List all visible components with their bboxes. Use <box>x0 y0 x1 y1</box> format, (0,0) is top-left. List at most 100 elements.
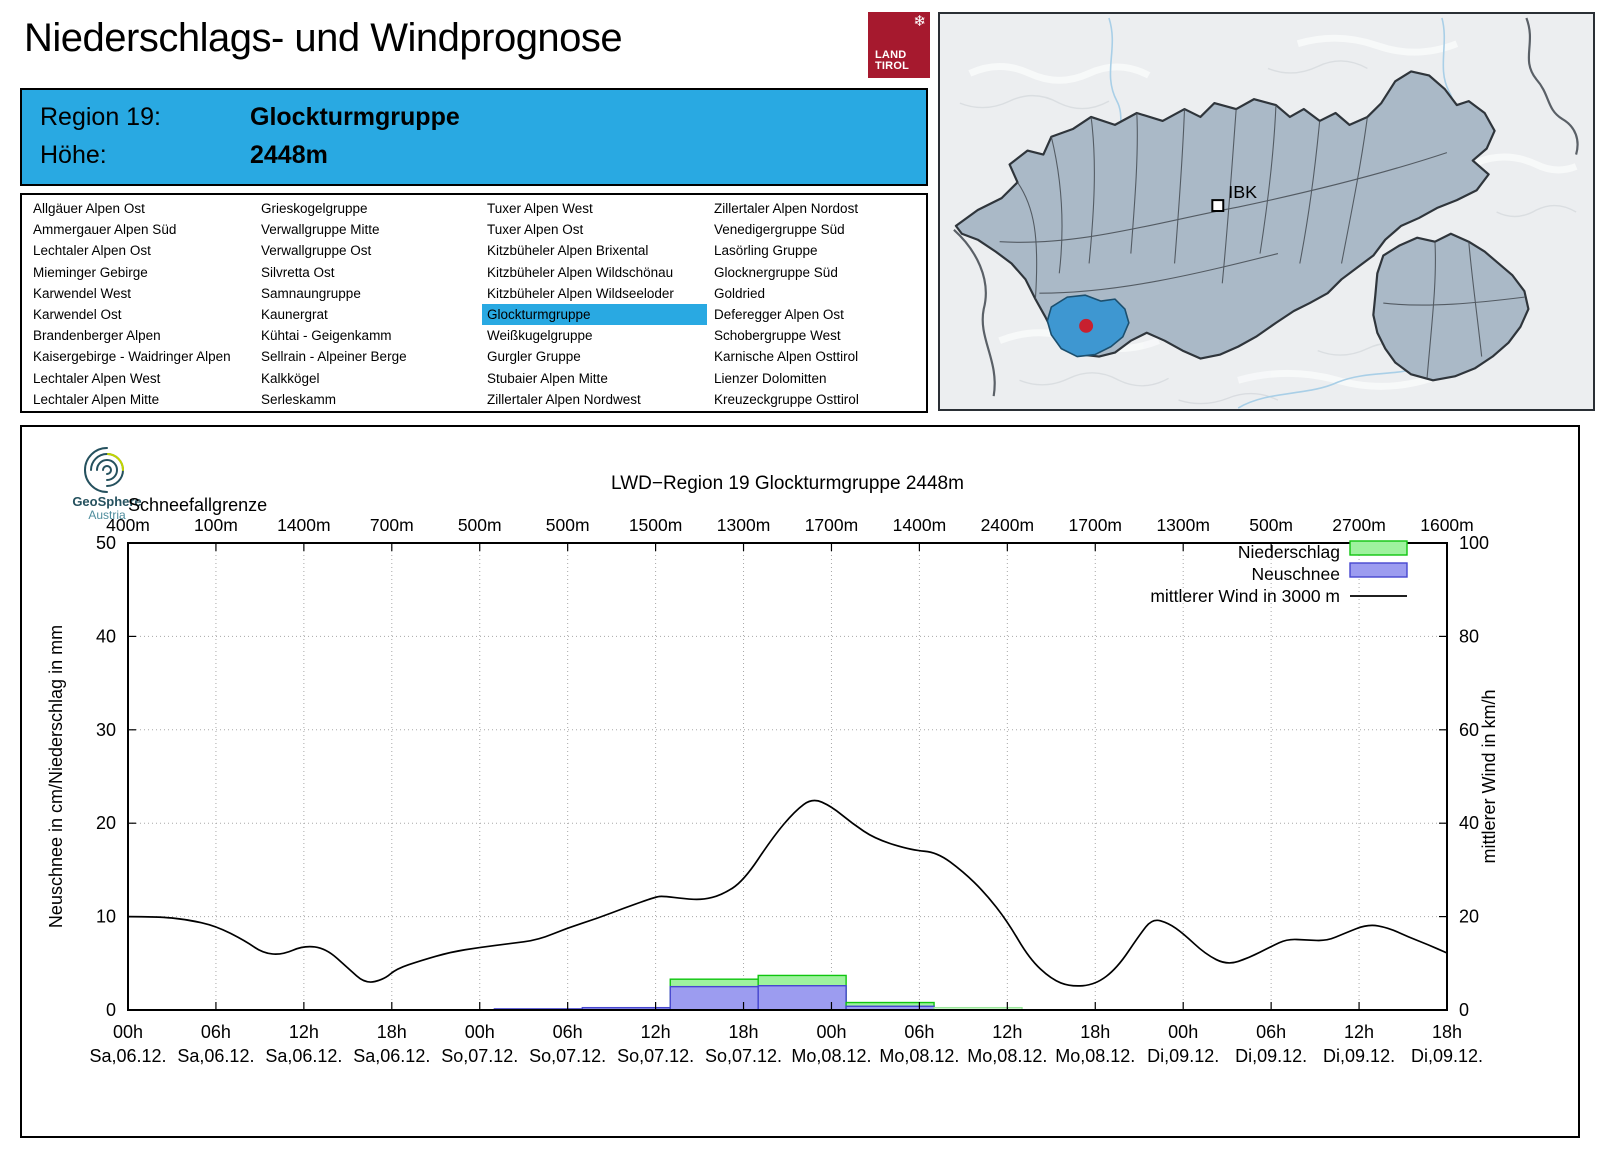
hour-label: 06h <box>201 1022 231 1042</box>
tirol-map-svg: IBK <box>940 14 1593 409</box>
date-label: Sa,06.12. <box>177 1046 254 1066</box>
region-item[interactable]: Kalkkögel <box>261 370 320 386</box>
snowline-value: 2700m <box>1332 515 1386 535</box>
region-item[interactable]: Tuxer Alpen Ost <box>487 222 584 238</box>
region-item[interactable]: Karwendel West <box>33 285 132 301</box>
date-label: Sa,06.12. <box>265 1046 342 1066</box>
date-label: Di,09.12. <box>1411 1046 1483 1066</box>
region-item[interactable]: Schobergruppe West <box>714 328 841 344</box>
region-item[interactable]: Glocknergruppe Süd <box>714 264 838 280</box>
date-label: Mo,08.12. <box>879 1046 959 1066</box>
date-label: Di,09.12. <box>1235 1046 1307 1066</box>
snowline-value: 2400m <box>981 515 1035 535</box>
region-item[interactable]: Kitzbüheler Alpen Wildseeloder <box>487 285 674 301</box>
date-label: Sa,06.12. <box>89 1046 166 1066</box>
hour-label: 00h <box>465 1022 495 1042</box>
hour-label: 12h <box>641 1022 671 1042</box>
region-list-column: Grieskogelgruppe Verwallgruppe Mitte Verwa… <box>256 198 481 410</box>
region-item-selected[interactable]: Glockturmgruppe <box>482 303 707 326</box>
region-info-panel: Region 19: Glockturmgruppe Höhe: 2448m <box>20 88 928 186</box>
region-item[interactable]: Goldried <box>714 285 766 301</box>
region-item[interactable]: Verwallgruppe Ost <box>261 243 372 259</box>
right-tick-label: 20 <box>1459 907 1479 927</box>
region-item[interactable]: Kaisergebirge - Waidringer Alpen <box>33 349 231 365</box>
snowline-value: 500m <box>1249 515 1293 535</box>
region-item[interactable]: Karnische Alpen Osttirol <box>714 349 859 365</box>
region-item[interactable]: Tuxer Alpen West <box>487 201 593 216</box>
right-tick-label: 100 <box>1459 533 1489 553</box>
right-tick-label: 40 <box>1459 813 1479 833</box>
ibk-marker <box>1211 199 1225 212</box>
region-item[interactable]: Mieminger Gebirge <box>33 264 148 280</box>
region-item[interactable]: Brandenberger Alpen <box>33 328 161 344</box>
snowline-value: 1500m <box>629 515 683 535</box>
hour-label: 12h <box>289 1022 319 1042</box>
left-tick-label: 50 <box>96 533 116 553</box>
region-item[interactable]: Venedigergruppe Süd <box>714 222 845 238</box>
region-item[interactable]: Serleskamm <box>261 391 337 407</box>
date-label: Mo,08.12. <box>791 1046 871 1066</box>
neuschnee-bar <box>669 985 759 1011</box>
region-item[interactable]: Kühtai - Geigenkamm <box>261 328 392 344</box>
forecast-chart: LWD−Region 19 Glockturmgruppe 2448m Schne… <box>46 473 1499 1066</box>
region-item[interactable]: Silvretta Ost <box>261 264 335 280</box>
region-item[interactable]: Zillertaler Alpen Nordwest <box>487 391 641 407</box>
region-value: Glockturmgruppe <box>250 103 460 131</box>
region-item[interactable]: Deferegger Alpen Ost <box>714 306 844 322</box>
date-label: Di,09.12. <box>1323 1046 1395 1066</box>
region-item[interactable]: Karwendel Ost <box>33 306 122 322</box>
left-tick-label: 0 <box>106 1000 116 1020</box>
tirol-map[interactable]: IBK <box>938 12 1595 411</box>
hour-label: 18h <box>1432 1022 1462 1042</box>
snowline-value: 1400m <box>277 515 331 535</box>
right-tick-label: 60 <box>1459 720 1479 740</box>
region-item[interactable]: Verwallgruppe Mitte <box>261 222 380 238</box>
neuschnee-bar <box>757 985 847 1011</box>
region-item[interactable]: Lechtaler Alpen Ost <box>33 243 151 259</box>
snowline-label: Schneefallgrenze <box>128 495 267 515</box>
left-tick-label: 20 <box>96 813 116 833</box>
region-item[interactable]: Allgäuer Alpen Ost <box>33 201 145 216</box>
region-item[interactable]: Kreuzeckgruppe Osttirol <box>714 391 859 407</box>
right-axis-title: mittlerer Wind in km/h <box>1479 689 1499 863</box>
region-item[interactable]: Kaunergrat <box>261 306 328 322</box>
region-label: Region 19: <box>40 103 161 131</box>
plot-frame <box>127 542 1448 1011</box>
region-item[interactable]: Samnaungruppe <box>261 285 361 301</box>
region-item[interactable]: Lasörling Gruppe <box>714 243 818 259</box>
region-item[interactable]: Sellrain - Alpeiner Berge <box>261 349 407 365</box>
region-item[interactable]: Kitzbüheler Alpen Wildschönau <box>487 264 674 280</box>
hour-label: 00h <box>816 1022 846 1042</box>
hour-label: 18h <box>729 1022 759 1042</box>
region-item[interactable]: Weißkugelgruppe <box>487 328 593 344</box>
snowline-value: 700m <box>370 515 414 535</box>
geosphere-sub: Austria <box>88 508 126 522</box>
region-item[interactable]: Kitzbüheler Alpen Brixental <box>487 243 649 259</box>
snowline-value: 100m <box>194 515 238 535</box>
region-list: Allgäuer Alpen Ost Ammergauer Alpen Süd Le… <box>20 193 928 413</box>
region-east-tirol[interactable] <box>1372 232 1530 382</box>
region-north-tirol[interactable] <box>954 70 1496 360</box>
snowline-value: 1300m <box>717 515 771 535</box>
altitude-value: 2448m <box>250 141 328 169</box>
region-item[interactable]: Lienzer Dolomitten <box>714 370 827 386</box>
snowline-value: 1700m <box>1069 515 1123 535</box>
date-label: Di,09.12. <box>1147 1046 1219 1066</box>
forecast-chart-panel: GeoSphere Austria LWD−Region 19 Glocktur… <box>20 425 1580 1138</box>
region-item[interactable]: Stubaier Alpen Mitte <box>487 370 608 386</box>
region-item[interactable]: Zillertaler Alpen Nordost <box>714 201 859 216</box>
snowline-value: 500m <box>546 515 590 535</box>
region-item[interactable]: Lechtaler Alpen Mitte <box>33 391 160 407</box>
region-item[interactable]: Gurgler Gruppe <box>487 349 581 365</box>
date-label: Sa,06.12. <box>353 1046 430 1066</box>
snowline-value: 400m <box>106 515 150 535</box>
date-label: Mo,08.12. <box>967 1046 1047 1066</box>
bars <box>493 974 1023 1011</box>
date-label: So,07.12. <box>617 1046 694 1066</box>
wind-line <box>127 799 1448 987</box>
region-item[interactable]: Lechtaler Alpen West <box>33 370 161 386</box>
geosphere-name: GeoSphere <box>72 494 142 509</box>
region-item[interactable]: Ammergauer Alpen Süd <box>33 222 177 238</box>
region-item[interactable]: Grieskogelgruppe <box>261 201 368 216</box>
hour-label: 18h <box>377 1022 407 1042</box>
